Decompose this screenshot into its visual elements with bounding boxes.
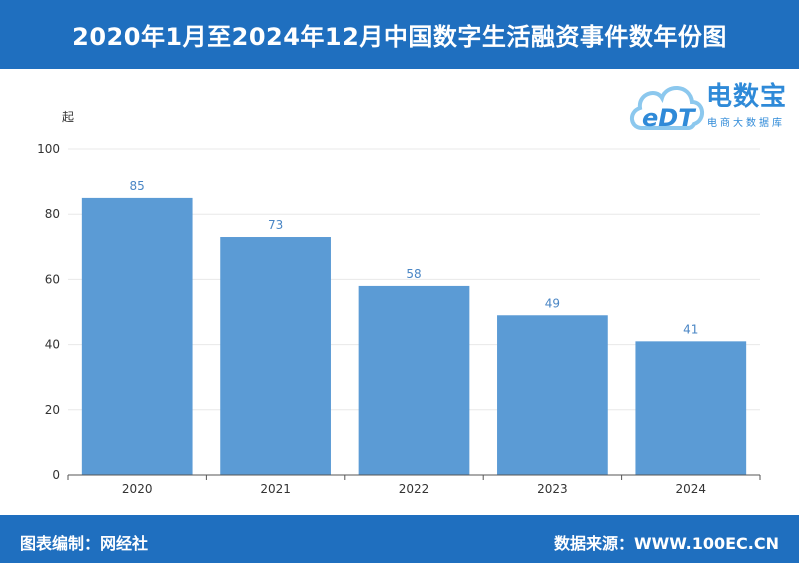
y-tick-label: 60: [45, 272, 60, 286]
footer-editor: 图表编制：网经社: [20, 534, 149, 553]
x-tick-label: 2023: [537, 482, 568, 496]
bar-2020: [81, 197, 193, 475]
bars: [81, 197, 747, 475]
data-label: 85: [130, 179, 145, 193]
data-label: 58: [406, 267, 421, 281]
y-tick-label: 0: [52, 468, 60, 482]
y-axis-ticks: 0 20 40 60 80 100: [37, 142, 60, 482]
data-label: 73: [268, 218, 283, 232]
x-axis-ticks: 2020 2021 2022 2023 2024: [67, 475, 761, 496]
logo-name: 电数宝: [706, 82, 788, 112]
y-tick-label: 20: [45, 403, 60, 417]
bar-2022: [358, 285, 470, 475]
footer-source: 数据来源：WWW.100EC.CN: [553, 534, 779, 553]
chart-footer: 图表编制：网经社 数据来源：WWW.100EC.CN: [0, 515, 799, 563]
bar-2023: [497, 315, 608, 475]
logo-subtitle: 电商大数据库: [707, 118, 785, 129]
x-tick-label: 2021: [260, 482, 291, 496]
chart-header: 2020年1月至2024年12月中国数字生活融资事件数年份图: [0, 0, 799, 69]
data-label: 49: [545, 296, 560, 310]
logo-mark: eDT: [642, 104, 696, 132]
x-tick-label: 2020: [122, 482, 153, 496]
bar-2024: [635, 341, 747, 475]
y-tick-label: 80: [45, 207, 60, 221]
x-tick-label: 2024: [676, 482, 707, 496]
data-label: 41: [683, 322, 698, 336]
y-tick-label: 40: [45, 338, 60, 352]
x-tick-label: 2022: [399, 482, 430, 496]
bar-2021: [220, 237, 331, 475]
data-labels: 85 73 58 49 41: [130, 179, 699, 336]
brand-logo: eDT 电数宝 电商大数据库: [628, 74, 793, 136]
cloud-logo-icon: eDT: [630, 86, 704, 132]
y-tick-label: 100: [37, 142, 60, 156]
y-axis-unit: 起: [62, 110, 74, 124]
chart-title: 2020年1月至2024年12月中国数字生活融资事件数年份图: [72, 23, 727, 51]
